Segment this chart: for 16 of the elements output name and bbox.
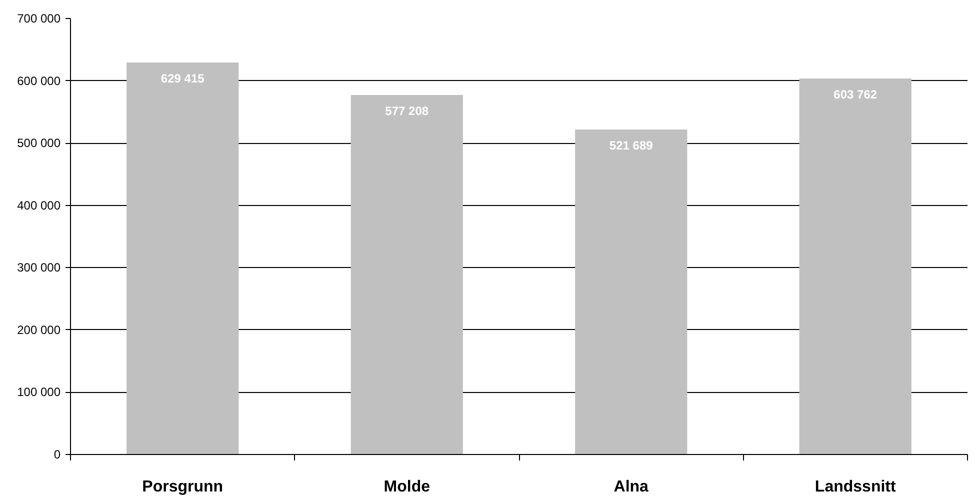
y-tick-label: 600 000 (17, 74, 61, 88)
y-tick-label: 200 000 (17, 322, 61, 337)
data-label: 577 208 (385, 104, 429, 118)
x-tick-label: Alna (614, 478, 649, 496)
y-tick-label: 700 000 (17, 12, 61, 26)
y-tick-label: 300 000 (17, 260, 61, 275)
y-tick-label: 500 000 (17, 136, 61, 150)
data-label: 629 415 (160, 71, 205, 86)
data-label: 603 762 (834, 87, 878, 102)
y-tick-label: 100 000 (17, 385, 61, 400)
x-tick-label: Molde (384, 478, 430, 496)
data-label: 521 689 (609, 138, 654, 153)
x-tick-label: Landssnitt (814, 478, 896, 496)
y-tick-label: 0 (54, 448, 61, 462)
x-tick-label: Porsgrunn (142, 478, 224, 496)
y-tick-label: 400 000 (17, 198, 61, 212)
